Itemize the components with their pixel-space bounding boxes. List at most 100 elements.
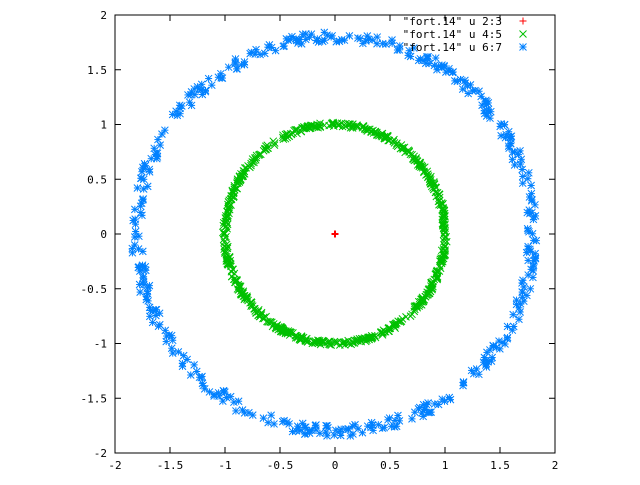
data-point [230, 398, 238, 407]
data-point [177, 102, 186, 110]
data-point [524, 226, 532, 235]
y-tick-label: 2 [100, 9, 107, 22]
data-point [414, 56, 423, 65]
series-2 [219, 118, 451, 349]
x-tick-label: -0.5 [267, 459, 294, 472]
data-point [378, 39, 387, 48]
data-point [260, 49, 269, 58]
data-point [468, 86, 477, 95]
data-point [440, 237, 448, 246]
data-point [269, 137, 278, 146]
data-point [423, 170, 432, 179]
data-point [398, 315, 407, 323]
data-point [396, 144, 405, 153]
data-point [373, 39, 381, 48]
data-point [399, 144, 408, 152]
data-point [526, 284, 535, 293]
data-point [524, 245, 532, 253]
data-point [283, 133, 292, 142]
x-tick-label: 0 [332, 459, 339, 472]
data-point [221, 233, 230, 242]
data-point [187, 90, 195, 99]
data-point [298, 124, 306, 133]
data-point [420, 167, 428, 176]
data-point [394, 411, 402, 420]
data-point [415, 159, 424, 167]
data-point [527, 181, 535, 190]
data-point [303, 122, 312, 130]
data-point [128, 244, 137, 253]
data-point [224, 211, 232, 220]
data-point [141, 266, 150, 275]
data-point [131, 227, 140, 236]
data-point [204, 74, 213, 83]
y-tick-label: -1 [94, 338, 107, 351]
data-point [161, 126, 169, 135]
data-point [433, 266, 442, 275]
data-point [489, 341, 497, 350]
data-point [369, 426, 377, 435]
data-point [459, 378, 468, 387]
data-point [531, 249, 539, 258]
data-point [186, 371, 195, 379]
data-point [136, 202, 145, 211]
data-point [167, 344, 176, 353]
data-point [129, 216, 138, 225]
data-point [267, 411, 275, 420]
data-point [297, 332, 306, 340]
data-point [252, 309, 260, 318]
data-point [248, 158, 257, 166]
data-point [475, 370, 483, 379]
data-point [369, 129, 378, 137]
data-point [230, 185, 239, 194]
data-point [243, 295, 251, 304]
data-point [425, 286, 433, 295]
data-point [235, 172, 244, 180]
data-point [328, 31, 337, 40]
data-point [134, 263, 143, 272]
data-point [220, 387, 228, 396]
data-point [395, 46, 404, 54]
y-tick-label: 1.5 [87, 64, 107, 77]
data-point [246, 49, 255, 58]
data-point [481, 361, 490, 369]
data-point [237, 169, 245, 178]
data-point [138, 211, 146, 220]
data-point [340, 341, 349, 349]
data-point [508, 155, 517, 164]
data-point [323, 421, 331, 430]
data-point [528, 195, 536, 204]
data-point [137, 174, 146, 183]
data-point [153, 149, 162, 158]
data-point [139, 185, 148, 193]
data-point [430, 400, 439, 408]
data-point [222, 393, 231, 402]
legend-label: "fort.14" u 4:5 [403, 28, 502, 41]
data-point [278, 324, 287, 333]
data-point [227, 272, 236, 281]
data-point [320, 28, 329, 37]
data-point [237, 290, 245, 299]
data-point [515, 303, 523, 312]
data-point [139, 195, 148, 203]
data-point [138, 167, 146, 176]
data-point [424, 290, 432, 299]
data-point [346, 432, 355, 440]
data-point [240, 58, 249, 66]
data-point [353, 335, 361, 344]
data-point [380, 134, 389, 143]
data-point [392, 422, 401, 431]
data-point [373, 130, 382, 139]
data-point [224, 257, 232, 265]
data-point [389, 137, 398, 146]
data-point [456, 75, 465, 84]
data-point [523, 291, 531, 300]
data-point [341, 122, 350, 131]
data-point [506, 139, 515, 148]
x-tick-label: 1.5 [490, 459, 510, 472]
data-point [439, 252, 448, 260]
data-point [292, 34, 300, 43]
axis-ticks: -2 -1.5 -1 -0.5 0 0.5 1 1.5 2 2 1.5 1 0.5 0 -0.5 -1 -1.5… [81, 9, 559, 472]
